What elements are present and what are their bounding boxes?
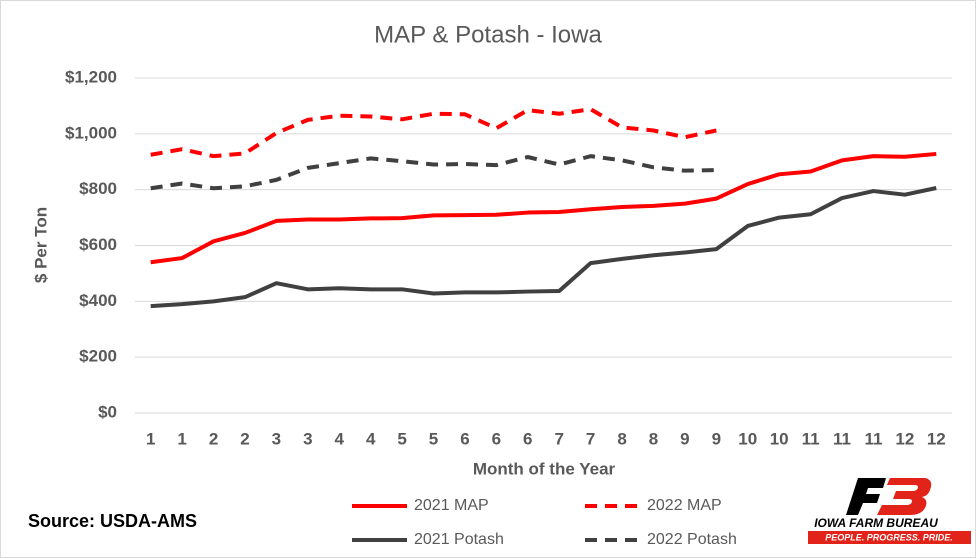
x-tick-label: 2 — [240, 429, 249, 448]
y-axis-label: $ Per Ton — [31, 207, 50, 283]
x-tick-label: 10 — [770, 429, 789, 448]
x-tick-label: 11 — [833, 429, 851, 448]
series-line — [150, 154, 717, 191]
legend-label: 2021 MAP — [414, 497, 489, 514]
x-tick-label: 8 — [617, 429, 626, 448]
x-tick-label: 7 — [586, 429, 595, 448]
x-tick-label: 1 — [177, 429, 186, 448]
chart-title: MAP & Potash - Iowa — [374, 21, 602, 48]
y-tick-label: $0 — [98, 402, 117, 421]
x-tick-label: 9 — [680, 429, 689, 448]
x-tick-label: 10 — [738, 429, 757, 448]
x-tick-label: 3 — [272, 429, 281, 448]
series-line — [150, 151, 937, 265]
legend-label: 2022 Potash — [647, 531, 737, 548]
x-tick-label: 5 — [397, 429, 406, 448]
logo-name: IOWA FARM BUREAU — [814, 516, 938, 530]
x-tick-label: 6 — [492, 429, 501, 448]
logo: IOWA FARM BUREAU PEOPLE. PROGRESS. PRIDE… — [808, 478, 971, 544]
legend-label: 2021 Potash — [414, 531, 504, 548]
x-tick-label: 6 — [523, 429, 532, 448]
x-axis-label: Month of the Year — [473, 459, 616, 478]
x-tick-label: 9 — [712, 429, 721, 448]
y-tick-label: $800 — [79, 179, 117, 198]
x-tick-label: 4 — [335, 429, 345, 448]
x-tick-label: 1 — [146, 429, 155, 448]
x-tick-label: 6 — [460, 429, 469, 448]
logo-tagline: PEOPLE. PROGRESS. PRIDE. — [825, 532, 953, 542]
x-tick-label: 12 — [927, 429, 946, 448]
logo-f — [846, 478, 886, 515]
y-tick-label: $1,000 — [65, 123, 117, 142]
source-note: Source: USDA-AMS — [28, 511, 197, 531]
x-tick-label: 12 — [895, 429, 914, 448]
y-tick-label: $1,200 — [65, 67, 117, 86]
logo-b — [877, 478, 932, 515]
legend-label: 2022 MAP — [647, 497, 722, 514]
x-tick-label: 8 — [649, 429, 658, 448]
y-tick-label: $600 — [79, 235, 117, 254]
y-tick-label: $400 — [79, 291, 117, 310]
x-tick-label: 5 — [429, 429, 438, 448]
x-tick-label: 4 — [366, 429, 376, 448]
x-tick-label: 11 — [864, 429, 882, 448]
series-line — [150, 186, 937, 309]
x-tick-label: 2 — [209, 429, 218, 448]
logo-band — [808, 531, 971, 544]
x-tick-label: 7 — [554, 429, 563, 448]
x-tick-label: 3 — [303, 429, 312, 448]
x-tick-label: 11 — [802, 429, 820, 448]
y-tick-label: $200 — [79, 347, 117, 366]
